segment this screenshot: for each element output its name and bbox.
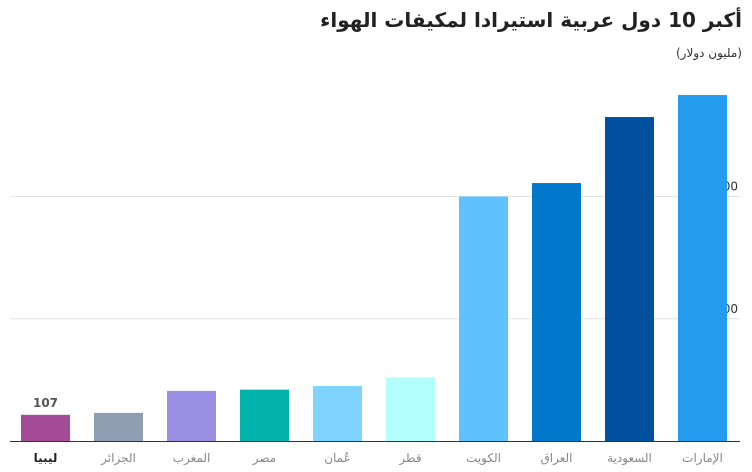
bar [167, 390, 216, 441]
bar [94, 412, 143, 441]
x-tick-label: الكويت [466, 451, 501, 466]
chart-title: أكبر 10 دول عربية استيرادا لمكيفات الهوا… [320, 8, 742, 32]
x-tick-label: السعودية [607, 451, 652, 466]
x-tick-label: الجزائر [100, 451, 136, 466]
data-label: 107 [33, 396, 58, 410]
chart-subtitle: (مليون دولار) [676, 46, 742, 60]
x-tick-label: عُمان [324, 451, 351, 465]
bar [605, 117, 654, 441]
bar [313, 385, 362, 441]
x-tick-label: ليبيا [34, 451, 58, 465]
x-tick-label: مصر [252, 451, 276, 466]
bar [21, 414, 70, 441]
x-tick-label: المغرب [173, 451, 211, 466]
bar [532, 183, 581, 442]
x-tick-label: قطر [398, 451, 421, 466]
bar [459, 196, 508, 441]
x-tick-label: العراق [540, 451, 572, 466]
bar [386, 377, 435, 441]
bar [678, 95, 727, 441]
x-tick-label: الإمارات [682, 451, 723, 466]
bar [240, 389, 289, 441]
